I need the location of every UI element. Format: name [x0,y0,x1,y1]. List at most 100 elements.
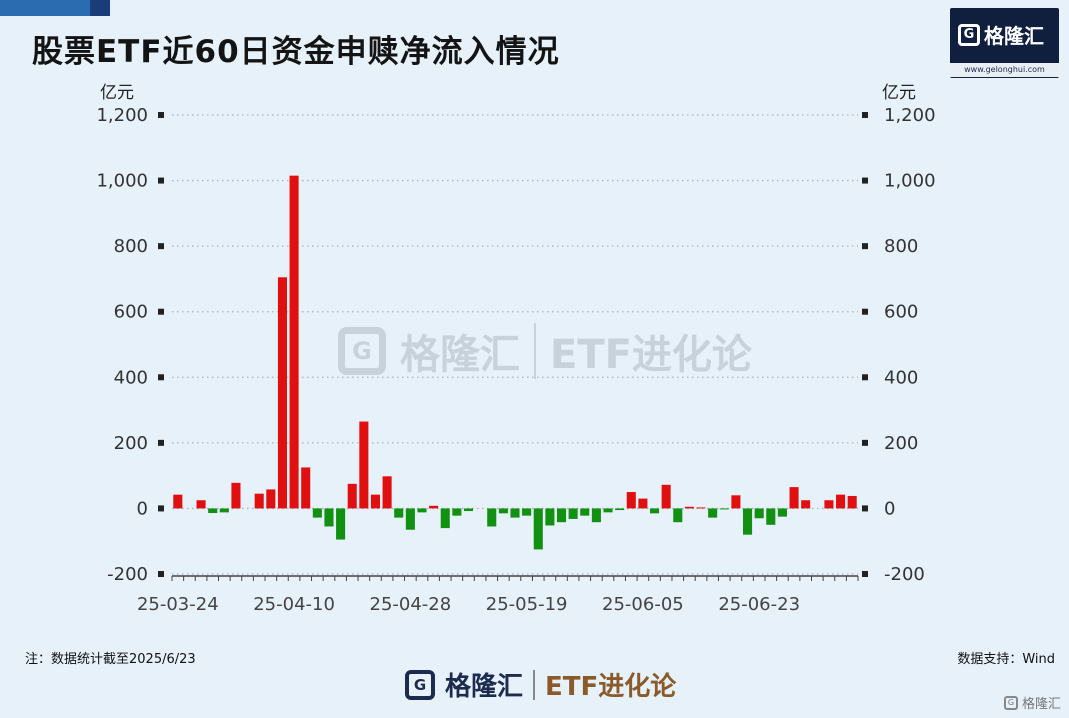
data-bar [626,492,636,509]
data-bar [208,508,218,514]
data-bar [370,494,381,509]
data-bar [638,498,648,509]
left-tick-label: 400 [114,367,148,388]
data-bar [394,508,404,518]
logo-brand-text: 格隆汇 [984,24,1044,48]
data-bar [463,508,474,512]
data-bar [510,508,520,518]
left-tick-mark [158,505,164,512]
footer-separator [533,669,536,700]
left-tick-label: 800 [114,236,148,257]
right-tick-label: 600 [884,302,918,323]
data-bar [603,508,613,513]
footer-g-icon: G [405,669,435,700]
left-tick-label: -200 [107,564,148,585]
data-bar [673,508,683,523]
data-bar [440,508,450,529]
x-tick-label: 25-04-10 [253,594,335,615]
chart-title: 股票ETF近60日资金申赎净流入情况 [32,34,560,70]
data-bar [336,508,346,540]
x-tick-label: 25-04-28 [370,594,452,615]
left-axis-unit: 亿元 [100,83,134,103]
data-bar [754,508,764,519]
logo-url: www.gelonghui.com [950,63,1059,77]
data-bar [289,175,299,509]
data-bar [766,508,776,525]
data-bar [777,508,787,517]
logo-main: G 格隆汇 [958,20,1044,49]
footer-logo: G 格隆汇 ETF进化论 [405,666,676,703]
right-tick-label: 400 [884,367,918,388]
right-tick-label: 1,000 [884,171,936,192]
watermark-product: ETF进化论 [550,332,752,378]
right-tick-label: -200 [884,564,925,585]
data-bar [452,508,462,516]
data-bar [254,493,264,509]
right-tick-mark [862,439,868,446]
data-bar [312,508,322,518]
data-bar [487,508,497,527]
left-tick-label: 600 [114,302,148,323]
right-tick-label: 200 [884,433,918,454]
data-bar [824,500,834,509]
data-bar [649,508,660,514]
footnote: 注：数据统计截至2025/6/23 [25,652,196,667]
brand-logo: G 格隆汇 www.gelonghui.com [950,8,1059,78]
watermark: G 格隆汇 ETF进化论 [338,322,752,380]
data-bar [801,500,811,509]
data-bar [301,467,311,509]
data-bar [522,508,532,516]
left-tick-label: 1,200 [96,105,148,126]
data-bar [743,508,753,535]
right-tick-mark [862,374,868,381]
right-tick-mark [862,243,868,250]
corner-g-icon: G [1003,695,1018,710]
data-bar [591,508,601,523]
corner-brand: 格隆汇 [1021,697,1061,712]
data-bar [405,508,415,530]
right-tick-mark [862,308,868,315]
left-tick-label: 200 [114,433,148,454]
data-bar [219,508,229,513]
data-bar [324,508,334,527]
data-bar [580,508,590,516]
left-tick-mark [158,308,164,315]
data-bar [661,484,671,509]
data-bar [847,495,857,509]
data-bar [277,277,287,509]
data-bar [568,508,578,519]
left-tick-mark [158,439,164,446]
right-tick-label: 800 [884,236,918,257]
data-bar [836,494,846,509]
corner-watermark: G 格隆汇 [1003,693,1061,712]
data-bar [708,508,718,518]
footer-brand: 格隆汇 [445,672,524,702]
top-accent-dark [90,0,110,16]
data-bar [359,421,369,509]
left-tick-mark [158,374,164,381]
right-tick-label: 0 [884,498,895,519]
x-tick-label: 25-06-23 [718,594,800,615]
left-tick-mark [158,112,164,118]
left-tick-label: 1,000 [96,171,148,192]
data-bar [545,508,555,526]
x-tick-label: 25-05-19 [486,594,568,615]
watermark-g-icon: G [338,327,386,375]
right-tick-mark [862,177,868,184]
data-bar [417,508,427,513]
g-logo-icon: G [958,23,980,46]
data-bar [696,507,706,509]
watermark-separator [534,323,536,379]
right-tick-mark [862,112,868,118]
right-axis-unit: 亿元 [882,83,916,103]
data-bar [382,476,392,509]
data-bar [498,508,508,514]
data-bar [789,487,799,509]
x-tick-label: 25-03-24 [137,594,219,615]
data-bar [429,505,439,509]
x-tick-label: 25-06-05 [602,594,684,615]
top-accent-bar [0,0,110,16]
data-bar [615,508,625,511]
data-bar [533,508,543,550]
